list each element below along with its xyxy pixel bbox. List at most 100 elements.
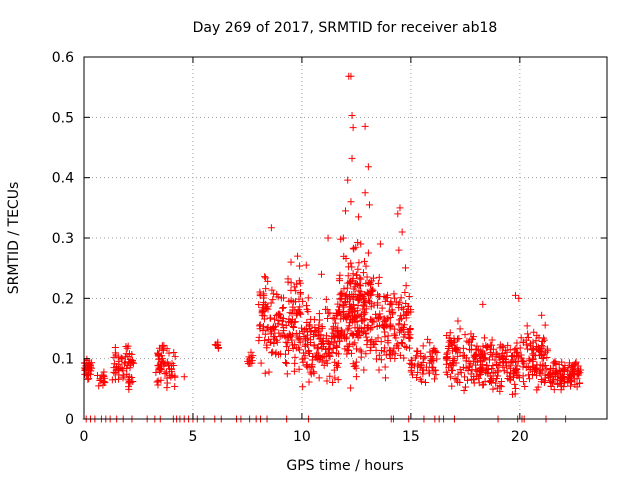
- data-point: [256, 292, 264, 300]
- data-point: [497, 383, 505, 391]
- data-point: [530, 328, 538, 336]
- data-point: [359, 269, 367, 277]
- data-point: [295, 334, 303, 342]
- x-tick-label: 10: [293, 429, 311, 445]
- data-point: [553, 368, 561, 376]
- data-point: [352, 364, 360, 372]
- data-point: [129, 378, 137, 386]
- data-point: [261, 330, 269, 338]
- data-point: [356, 282, 364, 290]
- data-point: [353, 317, 361, 325]
- data-point: [532, 337, 540, 345]
- data-point: [487, 349, 495, 357]
- data-point: [347, 198, 355, 206]
- data-point: [539, 338, 547, 346]
- data-point: [262, 285, 270, 293]
- data-point: [483, 361, 491, 369]
- data-point: [431, 375, 439, 383]
- data-point: [538, 311, 546, 319]
- data-point: [381, 333, 389, 341]
- data-point: [291, 359, 299, 367]
- data-point: [84, 372, 92, 380]
- data-point: [161, 370, 169, 378]
- data-point: [300, 349, 308, 357]
- data-point: [269, 323, 277, 331]
- data-point: [354, 265, 362, 273]
- data-points: [80, 72, 585, 423]
- data-point: [156, 355, 164, 363]
- data-point: [304, 294, 312, 302]
- data-point: [462, 354, 470, 362]
- data-point: [162, 368, 170, 376]
- data-point: [340, 285, 348, 293]
- data-point: [355, 296, 363, 304]
- data-point: [124, 376, 132, 384]
- data-point: [171, 383, 179, 391]
- data-point: [354, 301, 362, 309]
- data-point: [372, 337, 380, 345]
- data-point: [277, 294, 285, 302]
- data-point: [398, 228, 406, 236]
- data-point: [549, 379, 557, 387]
- data-point: [99, 371, 107, 379]
- data-point: [287, 296, 295, 304]
- data-point: [308, 356, 316, 364]
- data-point: [285, 347, 293, 355]
- data-point: [279, 317, 287, 325]
- data-point: [353, 345, 361, 353]
- data-point: [367, 291, 375, 299]
- data-point: [340, 301, 348, 309]
- data-point: [287, 258, 295, 266]
- data-point: [540, 378, 548, 386]
- data-point: [267, 224, 275, 232]
- data-point: [407, 308, 415, 316]
- data-point: [271, 315, 279, 323]
- data-point: [570, 362, 578, 370]
- data-point: [384, 291, 392, 299]
- data-point: [429, 367, 437, 375]
- data-point: [561, 362, 569, 370]
- data-point: [468, 341, 476, 349]
- data-point: [454, 352, 462, 360]
- data-point: [267, 330, 275, 338]
- data-point: [450, 357, 458, 365]
- data-point: [299, 358, 307, 366]
- data-point: [504, 341, 512, 349]
- data-point: [163, 345, 171, 353]
- data-point: [165, 349, 173, 357]
- data-point: [350, 301, 358, 309]
- y-tick-label: 0.5: [52, 110, 74, 126]
- data-point: [542, 362, 550, 370]
- x-tick-label: 5: [188, 429, 197, 445]
- data-point: [290, 367, 298, 375]
- data-point: [535, 346, 543, 354]
- data-point: [375, 351, 383, 359]
- data-point: [411, 354, 419, 362]
- data-point: [519, 358, 527, 366]
- data-point: [520, 378, 528, 386]
- data-point: [552, 360, 560, 368]
- data-point: [512, 345, 520, 353]
- data-point: [348, 263, 356, 271]
- data-point: [452, 347, 460, 355]
- data-point: [396, 316, 404, 324]
- data-point: [340, 311, 348, 319]
- data-point: [343, 350, 351, 358]
- data-point: [87, 367, 95, 375]
- data-point: [389, 348, 397, 356]
- data-point: [301, 335, 309, 343]
- data-point: [322, 357, 330, 365]
- data-point: [362, 350, 370, 358]
- data-point: [303, 341, 311, 349]
- data-point: [114, 365, 122, 373]
- data-point: [428, 357, 436, 365]
- data-point: [563, 367, 571, 375]
- data-point: [493, 374, 501, 382]
- data-point: [302, 302, 310, 310]
- data-point: [153, 378, 161, 386]
- data-point: [361, 257, 369, 265]
- data-point: [454, 317, 462, 325]
- data-point: [390, 290, 398, 298]
- data-point: [384, 332, 392, 340]
- data-point: [326, 372, 334, 380]
